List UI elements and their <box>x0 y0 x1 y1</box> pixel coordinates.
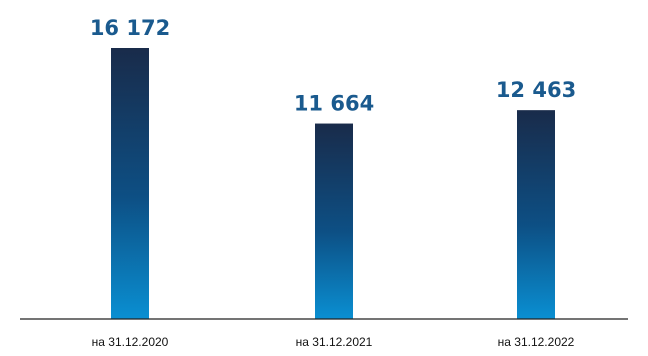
data-label-2: 11 664 <box>294 92 374 116</box>
bar-2 <box>315 123 353 319</box>
bars-group: 16 172 на 31.12.2020 11 664 на 31.12.2021 12… <box>90 16 576 349</box>
x-tick-label-2: на 31.12.2021 <box>296 335 373 349</box>
x-tick-label-3: на 31.12.2022 <box>498 335 575 349</box>
bar-3 <box>517 110 555 319</box>
data-label-1: 16 172 <box>90 16 170 40</box>
data-label-3: 12 463 <box>496 78 576 102</box>
bar-1 <box>111 48 149 319</box>
x-tick-label-1: на 31.12.2020 <box>92 335 169 349</box>
